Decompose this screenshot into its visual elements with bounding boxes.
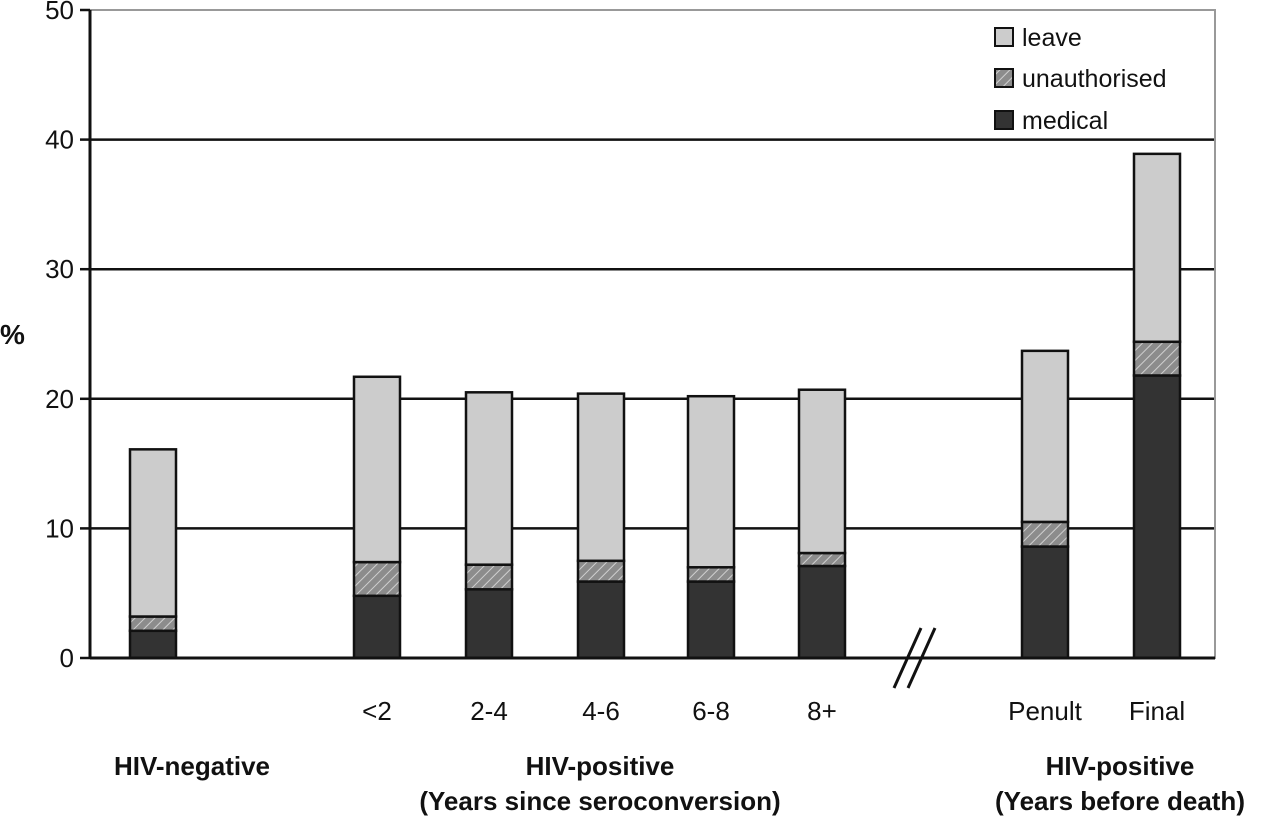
legend-label-unauthorised: unauthorised <box>1022 65 1167 93</box>
category-label-7: Penult <box>1008 696 1082 726</box>
bar-2-medical <box>352 594 402 660</box>
group-sublabel-years-before-death: (Years before death) <box>995 786 1245 816</box>
bar-Final-leave <box>1132 152 1182 344</box>
category-labels: <2 2-4 4-6 6-8 8+ Penult Final <box>362 696 1185 726</box>
category-label-8: Final <box>1129 696 1185 726</box>
bar-68-leave <box>686 394 736 569</box>
legend-swatch-leave <box>994 27 1014 47</box>
bar-8-unauthorised <box>797 551 847 568</box>
bar-24-leave <box>464 391 514 566</box>
bar-hivneg-medical <box>128 629 178 660</box>
axis-break-marker <box>892 627 937 689</box>
bar-8-leave <box>797 388 847 555</box>
bar-Final-medical <box>1132 374 1182 660</box>
bar-68-unauthorised <box>686 566 736 583</box>
group-label-hiv-positive-death: HIV-positive <box>1046 751 1195 781</box>
y-axis-label: % <box>0 319 25 350</box>
legend-swatch-unauthorised <box>994 68 1014 88</box>
bars <box>128 152 1182 660</box>
bar-24-unauthorised <box>464 563 514 591</box>
y-tick-label-0: 0 <box>60 643 74 673</box>
category-label-3: 2-4 <box>470 696 508 726</box>
bar-46-leave <box>576 392 626 563</box>
category-label-4: 4-6 <box>582 696 620 726</box>
bar-2-unauthorised <box>352 560 402 598</box>
y-tick-label-30: 30 <box>45 254 74 284</box>
legend-label-medical: medical <box>1022 107 1108 135</box>
legend: leave unauthorised medical <box>994 24 1167 135</box>
bar-Penult-medical <box>1020 545 1070 660</box>
y-tick-label-40: 40 <box>45 125 74 155</box>
category-label-6: 8+ <box>807 696 837 726</box>
bar-hivneg-unauthorised <box>128 615 178 633</box>
legend-swatch-medical <box>994 110 1014 130</box>
bar-Penult-leave <box>1020 349 1070 524</box>
y-tick-label-20: 20 <box>45 384 74 414</box>
bar-2-leave <box>352 375 402 564</box>
bar-46-unauthorised <box>576 559 626 583</box>
bar-hivneg-leave <box>128 448 178 618</box>
bar-Penult-unauthorised <box>1020 520 1070 548</box>
bar-68-medical <box>686 580 736 660</box>
y-tick-label-10: 10 <box>45 513 74 543</box>
bar-Final-unauthorised <box>1132 340 1182 377</box>
category-label-5: 6-8 <box>692 696 730 726</box>
legend-label-leave: leave <box>1022 24 1082 52</box>
bar-8-medical <box>797 564 847 660</box>
group-label-hiv-negative: HIV-negative <box>114 751 270 781</box>
y-tick-label-50: 50 <box>45 0 74 25</box>
bar-46-medical <box>576 580 626 660</box>
category-label-2: <2 <box>362 696 392 726</box>
group-labels: HIV-negative HIV-positive (Years since s… <box>114 751 1245 816</box>
y-ticks: 0 10 20 30 40 50 <box>45 0 90 673</box>
group-label-hiv-positive-seroconversion: HIV-positive <box>526 751 675 781</box>
bar-24-medical <box>464 588 514 660</box>
group-sublabel-years-since-seroconversion: (Years since seroconversion) <box>419 786 780 816</box>
